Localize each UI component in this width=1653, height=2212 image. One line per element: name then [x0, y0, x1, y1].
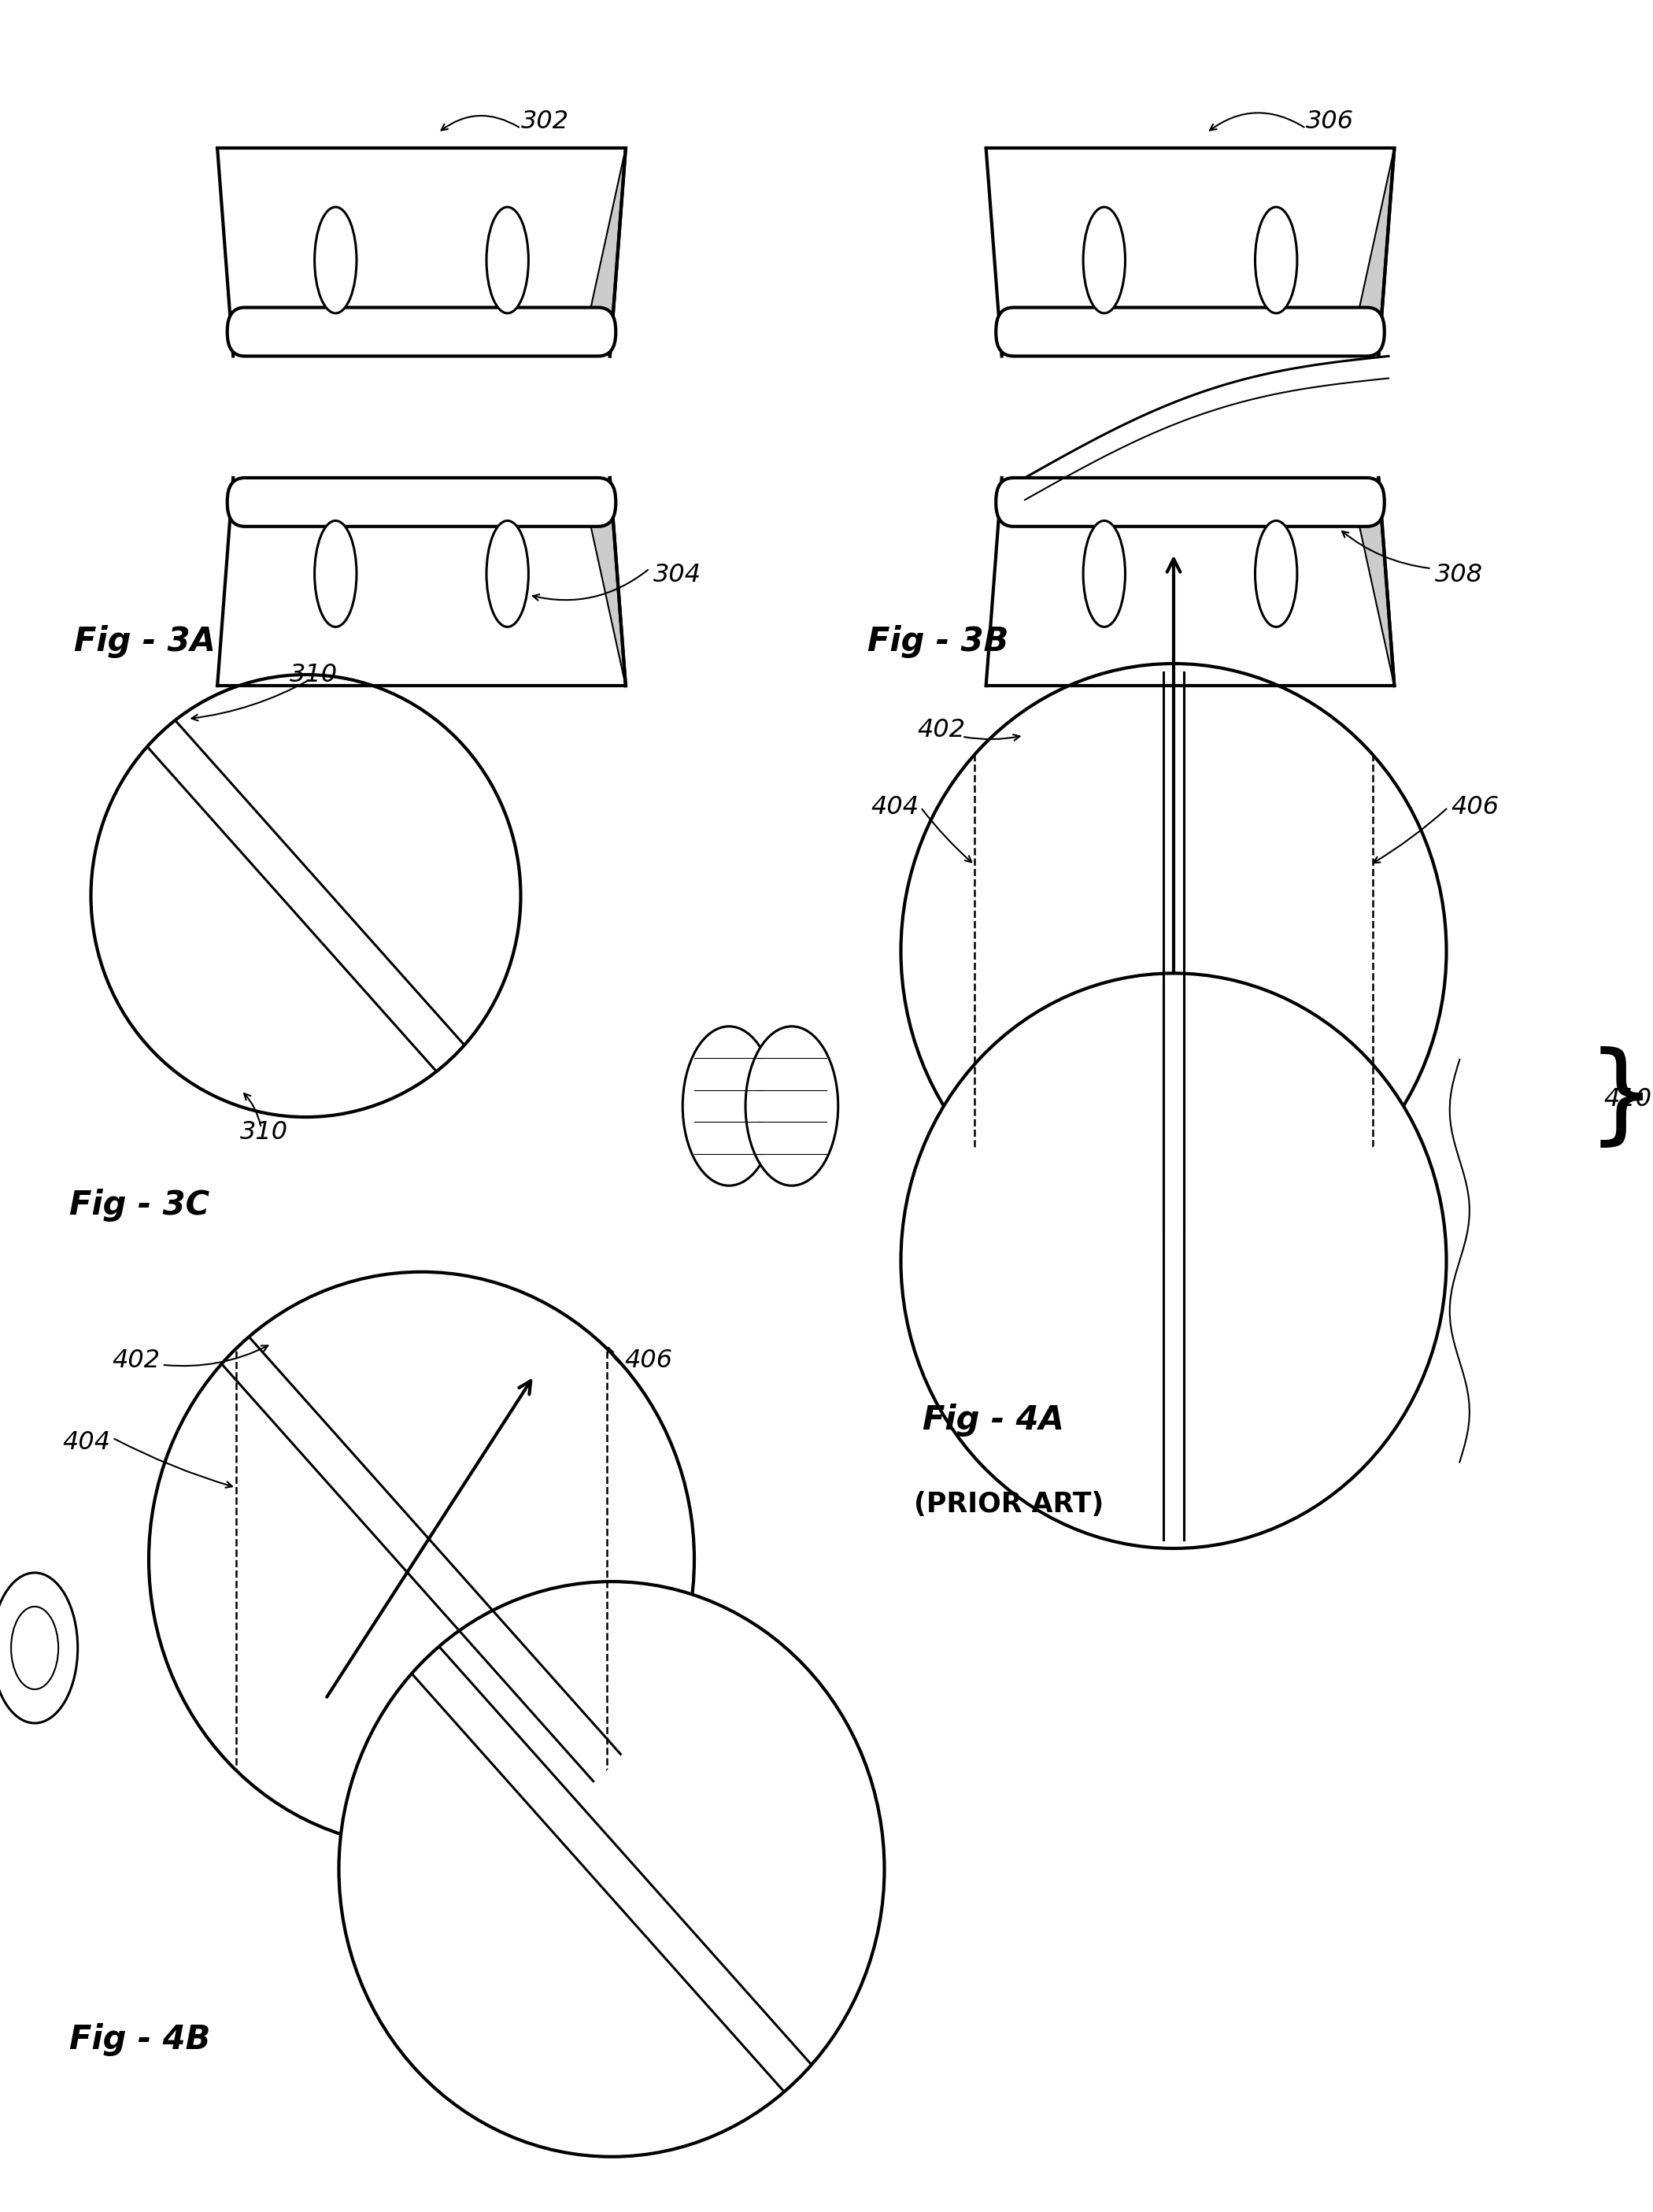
Text: {: {: [805, 1079, 830, 1119]
Ellipse shape: [486, 208, 529, 314]
Text: 302: 302: [521, 108, 569, 135]
Ellipse shape: [0, 1573, 8, 1723]
Text: (PRIOR ART): (PRIOR ART): [914, 1491, 1104, 1517]
Text: Fig - 3B: Fig - 3B: [868, 626, 1008, 657]
Text: 406: 406: [625, 1347, 673, 1374]
FancyBboxPatch shape: [995, 478, 1385, 526]
Text: Fig - 3C: Fig - 3C: [69, 1190, 210, 1221]
Text: 402: 402: [917, 717, 965, 743]
Ellipse shape: [901, 664, 1446, 1239]
Ellipse shape: [1083, 520, 1126, 626]
Text: 310: 310: [240, 1119, 288, 1146]
FancyBboxPatch shape: [995, 307, 1385, 356]
Polygon shape: [580, 148, 625, 356]
Ellipse shape: [1255, 208, 1298, 314]
Ellipse shape: [91, 675, 521, 1117]
Ellipse shape: [746, 1026, 838, 1186]
Ellipse shape: [901, 973, 1446, 1548]
Ellipse shape: [1083, 208, 1126, 314]
Text: 310: 310: [289, 661, 337, 688]
Ellipse shape: [486, 520, 529, 626]
Ellipse shape: [149, 1272, 694, 1847]
Text: 410: 410: [1603, 1086, 1651, 1113]
FancyBboxPatch shape: [228, 307, 615, 356]
Ellipse shape: [314, 520, 357, 626]
Polygon shape: [1349, 148, 1395, 356]
Ellipse shape: [12, 1606, 58, 1690]
Ellipse shape: [0, 1573, 78, 1723]
Text: 400: 400: [737, 1086, 785, 1113]
Text: {: {: [41, 1648, 69, 1692]
Text: 304: 304: [653, 562, 701, 588]
Text: Fig - 4A: Fig - 4A: [922, 1405, 1065, 1436]
Text: 308: 308: [1435, 562, 1483, 588]
Text: 306: 306: [1306, 108, 1354, 135]
Text: 406: 406: [1451, 794, 1499, 821]
Ellipse shape: [683, 1026, 775, 1186]
Polygon shape: [1349, 478, 1395, 686]
Polygon shape: [580, 478, 625, 686]
Text: 404: 404: [63, 1429, 111, 1455]
Text: Fig - 3A: Fig - 3A: [74, 626, 217, 657]
Text: Fig - 4B: Fig - 4B: [69, 2024, 210, 2055]
Ellipse shape: [339, 1582, 884, 2157]
Text: 400: 400: [0, 1657, 36, 1683]
FancyBboxPatch shape: [228, 478, 615, 526]
Ellipse shape: [314, 208, 357, 314]
Text: }: }: [1587, 1046, 1653, 1152]
Ellipse shape: [1255, 520, 1298, 626]
Text: 404: 404: [871, 794, 919, 821]
Text: 402: 402: [112, 1347, 160, 1374]
